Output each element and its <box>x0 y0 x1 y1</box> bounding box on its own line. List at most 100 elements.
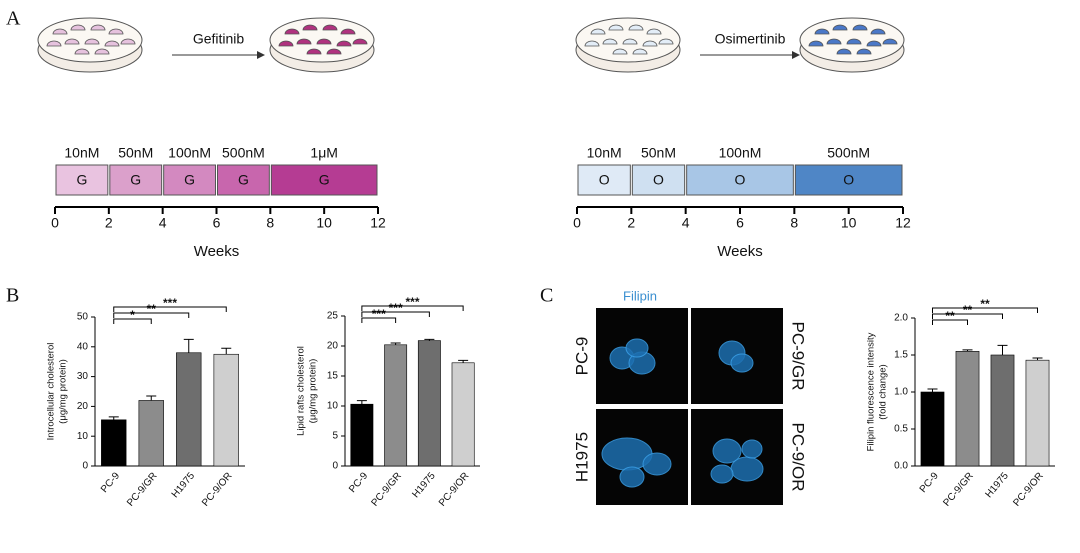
tick-label: 2 <box>105 215 113 231</box>
row-label: PC-9/GR <box>789 322 808 391</box>
cell <box>852 24 868 31</box>
cell <box>74 48 90 55</box>
y-tick-label: 40 <box>77 341 89 352</box>
tick-label: 2 <box>627 215 635 231</box>
x-tick-label: PC-9 <box>347 470 370 495</box>
cell <box>326 48 342 55</box>
tick-label: 12 <box>895 215 911 231</box>
x-tick-label: PC-9/OR <box>437 471 471 509</box>
cell <box>120 38 136 45</box>
dose-block <box>217 164 270 196</box>
panel-label: B <box>6 285 19 307</box>
cell <box>104 40 120 47</box>
tick-label: 6 <box>736 215 744 231</box>
cell <box>646 28 662 35</box>
cell <box>52 28 68 35</box>
cell <box>306 48 322 55</box>
error-bar <box>1032 357 1043 361</box>
tick-label: 10 <box>316 215 332 231</box>
cell <box>832 24 848 31</box>
y-tick-label: 15 <box>327 371 339 382</box>
x-tick-label: PC-9 <box>99 470 122 495</box>
y-tick-label: 50 <box>77 312 89 323</box>
cell-stain <box>741 439 763 459</box>
block-label: O <box>653 172 664 188</box>
block-label: G <box>184 172 195 188</box>
x-tick-label: PC-9/GR <box>941 471 975 509</box>
bar <box>138 400 164 467</box>
significance-bracket <box>113 318 152 324</box>
bar <box>990 354 1015 467</box>
cell <box>46 40 62 47</box>
bar <box>176 352 202 467</box>
cell <box>64 38 80 45</box>
cell <box>602 38 618 45</box>
significance-bracket <box>932 313 1003 319</box>
cell <box>90 24 106 31</box>
x-tick-label: PC-9/OR <box>200 471 234 509</box>
significance-label: ** <box>147 302 157 316</box>
y-axis-label: Lipid rafts cholesterol <box>296 346 307 436</box>
block-label: G <box>319 172 330 188</box>
row-label: H1975 <box>572 432 591 482</box>
bar <box>451 362 475 467</box>
error-bar <box>146 395 157 401</box>
dose-block <box>270 164 378 196</box>
bar <box>384 344 408 467</box>
treatment-label: Gefitinib <box>193 31 245 47</box>
significance-label: *** <box>163 296 177 310</box>
y-tick-label: 0.0 <box>894 461 908 472</box>
block-label: G <box>76 172 87 188</box>
y-tick-label: 1.0 <box>894 387 908 398</box>
x-tick-label: H1975 <box>410 470 438 500</box>
bar <box>417 340 441 467</box>
cell-stain <box>712 438 742 464</box>
significance-label: ** <box>980 297 990 311</box>
cell <box>866 40 882 47</box>
y-axis-label: Filipin fluorescence intensity <box>866 332 877 451</box>
y-tick-label: 10 <box>77 431 89 442</box>
cell <box>296 38 312 45</box>
block-label: O <box>599 172 610 188</box>
cell-stain <box>625 338 649 358</box>
cell <box>814 28 830 35</box>
tick-label: 4 <box>159 215 167 231</box>
cell <box>340 28 356 35</box>
cell <box>628 24 644 31</box>
cell-stain <box>730 353 754 373</box>
y-tick-label: 1.5 <box>894 350 908 361</box>
x-tick-label: H1975 <box>983 470 1011 500</box>
dose-label: 100nM <box>719 145 762 161</box>
y-axis-label: (μg/mg protein) <box>58 359 69 424</box>
dose-block <box>577 164 631 196</box>
cell <box>70 24 86 31</box>
error-bar <box>962 349 973 352</box>
cell <box>84 38 100 45</box>
y-tick-label: 0 <box>332 461 338 472</box>
block-label: G <box>130 172 141 188</box>
dose-block <box>109 164 163 196</box>
significance-bracket <box>932 307 1038 313</box>
cell-stain <box>619 466 645 488</box>
bar <box>213 353 239 467</box>
x-tick-label: PC-9 <box>918 470 941 495</box>
dose-block <box>163 164 217 196</box>
y-tick-label: 2.0 <box>894 313 908 324</box>
tick-label: 0 <box>573 215 581 231</box>
significance-bracket <box>932 319 968 325</box>
block-label: O <box>843 172 854 188</box>
error-bar <box>108 416 119 420</box>
y-tick-label: 5 <box>332 431 338 442</box>
cell <box>302 24 318 31</box>
row-label: PC-9 <box>572 337 591 376</box>
cell <box>352 38 368 45</box>
error-bar <box>221 347 232 355</box>
tick-label: 10 <box>841 215 857 231</box>
x-tick-label: PC-9/GR <box>125 471 159 509</box>
y-tick-label: 0 <box>82 461 88 472</box>
dose-label: 500nM <box>827 145 870 161</box>
y-tick-label: 25 <box>327 311 339 322</box>
error-bar <box>183 338 194 353</box>
dose-block <box>794 164 903 196</box>
